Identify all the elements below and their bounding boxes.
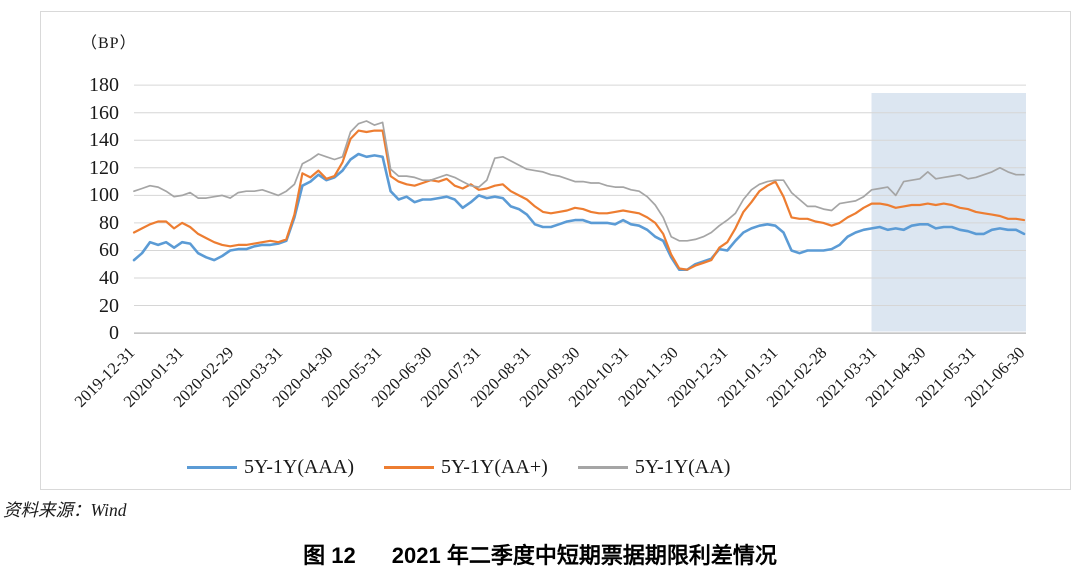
legend: 5Y-1Y(AAA) 5Y-1Y(AA+) 5Y-1Y(AA) [187,456,730,479]
legend-label-aa: 5Y-1Y(AA) [634,456,731,478]
q2-2021-highlight-band [871,93,1026,332]
legend-item-aaa: 5Y-1Y(AAA) [187,456,354,479]
figure-caption-index: 图 12 [303,543,356,568]
plot-area [132,84,1026,334]
legend-label-aaa: 5Y-1Y(AAA) [244,456,354,478]
y-axis-unit-label: （BP） [81,35,137,52]
legend-item-aa-plus: 5Y-1Y(AA+) [383,456,548,479]
legend-label-aa-plus: 5Y-1Y(AA+) [440,456,548,478]
y-tick-label-100: 100 [89,184,119,207]
series-line-aaa [132,152,1026,272]
y-tick-label-180: 180 [89,74,119,97]
y-tick-label-160: 160 [89,101,119,124]
y-tick-label-20: 20 [99,294,119,317]
y-tick-label-40: 40 [99,267,119,289]
y-tick-label-140: 140 [89,129,119,152]
figure-caption: 图 12 2021 年二季度中短期票据期限利差情况 [0,538,1080,570]
series-line-aa-plus [132,129,1026,271]
y-tick-label-80: 80 [99,211,119,234]
y-tick-label-0: 0 [109,322,119,345]
legend-line-swatch-aa [577,465,628,470]
series-line-aa [133,120,1025,242]
legend-line-swatch-aaa [187,465,237,470]
legend-item-aa: 5Y-1Y(AA) [577,456,731,479]
y-tick-label-120: 120 [89,156,119,179]
y-tick-label-60: 60 [99,239,119,262]
data-source-note: 资料来源：Wind [3,500,127,520]
legend-line-swatch-aa-plus [383,465,434,470]
figure-caption-text: 2021 年二季度中短期票据期限利差情况 [391,543,777,568]
chart-panel: （BP） 180 160 140 120 100 80 60 40 20 0 2019-12-31… [40,11,1071,490]
